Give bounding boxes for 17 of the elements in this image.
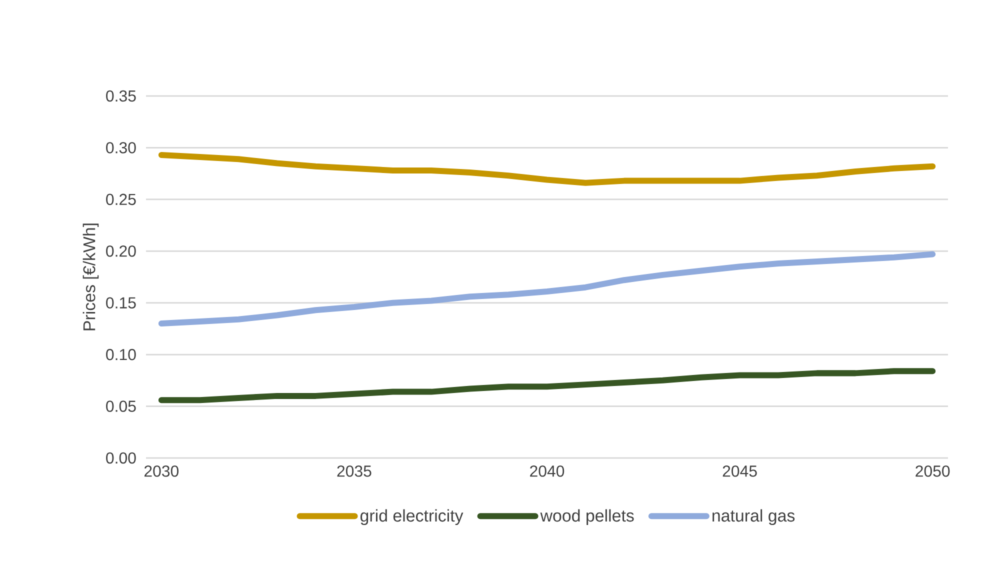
y-tick-label: 0.10 <box>106 348 136 360</box>
x-tick-label: 2035 <box>337 466 372 477</box>
y-tick-label: 0.00 <box>106 452 136 464</box>
legend-label: natural gas <box>712 509 795 526</box>
y-axis-title: Prices [€/kWh] <box>82 224 99 330</box>
x-tick-label: 2040 <box>530 466 564 477</box>
y-tick-label: 0.15 <box>106 297 136 308</box>
y-tick-label: 0.20 <box>106 246 136 257</box>
x-tick-label: 2030 <box>144 466 179 477</box>
y-tick-label: 0.35 <box>106 90 136 102</box>
legend-label: wood pellets <box>540 509 634 526</box>
x-tick-label: 2045 <box>722 466 757 477</box>
y-tick-label: 0.25 <box>106 194 136 206</box>
x-tick-label: 2050 <box>916 466 950 477</box>
y-tick-label: 0.05 <box>106 400 136 412</box>
y-tick-label: 0.30 <box>106 142 136 154</box>
legend-label: grid electricity <box>360 509 464 526</box>
